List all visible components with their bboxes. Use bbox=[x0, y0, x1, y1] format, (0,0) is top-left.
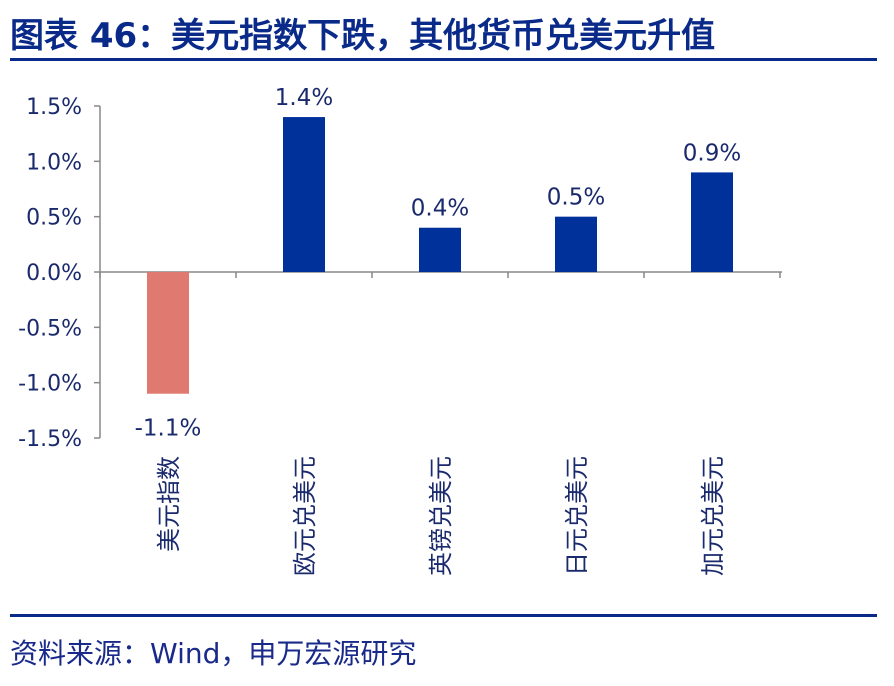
data-label: 0.4% bbox=[411, 196, 469, 222]
y-tick-label: 0.0% bbox=[26, 261, 82, 286]
bar bbox=[147, 272, 189, 394]
y-tick-label: 1.0% bbox=[26, 150, 82, 175]
y-tick-label: 1.5% bbox=[26, 95, 82, 120]
source-divider bbox=[10, 614, 877, 617]
source-note: 资料来源：Wind，申万宏源研究 bbox=[10, 637, 417, 670]
x-tick-label: 欧元兑美元 bbox=[291, 456, 319, 576]
data-label: -1.1% bbox=[135, 416, 202, 442]
x-tick-label: 美元指数 bbox=[155, 456, 183, 552]
page-title: 图表 46：美元指数下跌，其他货币兑美元升值 bbox=[10, 16, 716, 56]
title-divider bbox=[10, 58, 877, 61]
bar bbox=[555, 216, 597, 272]
y-tick-label: 0.5% bbox=[26, 206, 82, 231]
x-tick-label: 日元兑美元 bbox=[563, 456, 591, 576]
data-label: 1.4% bbox=[275, 85, 333, 111]
bar bbox=[283, 117, 325, 272]
data-label: 0.9% bbox=[683, 140, 741, 166]
x-tick-label: 英镑兑美元 bbox=[427, 456, 455, 576]
y-tick-label: -0.5% bbox=[18, 316, 82, 341]
data-label: 0.5% bbox=[547, 185, 605, 211]
y-tick-label: -1.0% bbox=[18, 372, 82, 397]
y-tick-label: -1.5% bbox=[18, 427, 82, 452]
x-tick-label: 加元兑美元 bbox=[699, 456, 727, 576]
bar bbox=[691, 172, 733, 272]
bar-chart: 1.5% 1.0% 0.5% 0.0% -0.5% -1.0% -1.5% -1.1% 美元指数… bbox=[18, 85, 782, 576]
bar bbox=[419, 227, 461, 272]
